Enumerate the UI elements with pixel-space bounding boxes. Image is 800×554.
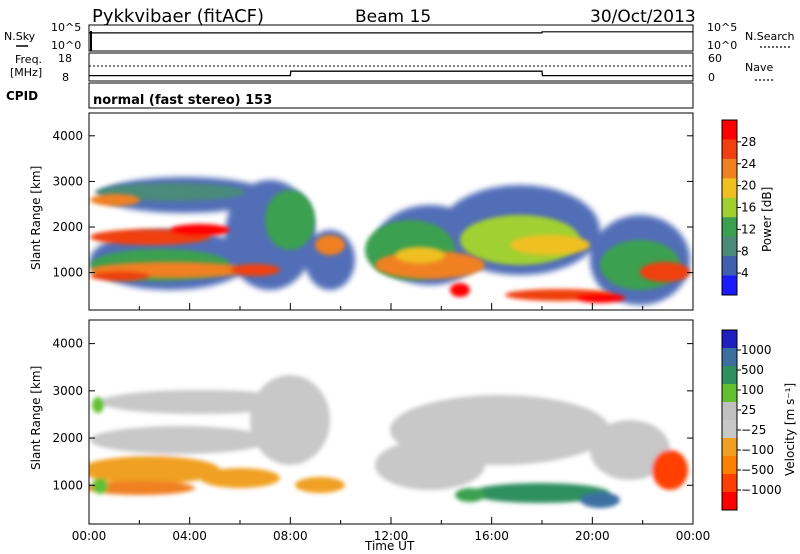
noise-search-label: N.Search bbox=[745, 30, 795, 43]
velocity-colorbar-label: Velocity [m s⁻¹] bbox=[783, 383, 797, 476]
power-x-ticks bbox=[88, 303, 694, 310]
powerBar-segment bbox=[722, 217, 737, 238]
beam-label: Beam 15 bbox=[355, 7, 431, 27]
freq-left-tick-bottom: 8 bbox=[62, 71, 69, 84]
velocity-colorbar-tick-label: 500 bbox=[741, 363, 764, 377]
power-colorbar: 4 8 12 16 20 24 28 Power [dB] bbox=[721, 119, 774, 296]
velocity-colorbar-tick-label: −100 bbox=[741, 443, 774, 457]
power-y-ticks: 1000 2000 3000 4000 bbox=[52, 129, 693, 280]
velBar-segment bbox=[722, 456, 737, 475]
power-scatter-layer bbox=[90, 177, 690, 305]
velocity-xlabel: Time UT bbox=[364, 539, 415, 553]
cpid-label: CPID bbox=[6, 89, 38, 103]
cpid-text: normal (fast stereo) 153 bbox=[93, 93, 272, 108]
velBar-segment bbox=[722, 438, 737, 457]
powerBar-segment bbox=[722, 256, 737, 277]
noise-left-tick-bottom: 10^0 bbox=[51, 39, 81, 52]
velocity-colorbar-tick-label: 1000 bbox=[741, 343, 772, 357]
powerBar-segment bbox=[722, 275, 737, 296]
velBar-segment bbox=[722, 492, 737, 511]
velocity-colorbar: 1000 500 100 25 −25 −100 −500 −1000 Velocity [m… bbox=[721, 329, 797, 511]
noise-panel: N.Sky 10^5 10^0 10^5 10^0 N.Search bbox=[4, 21, 795, 52]
velocity-y-tick-label: 4000 bbox=[52, 337, 83, 351]
velocity-colorbar-tick-label: 100 bbox=[741, 383, 764, 397]
powerBar-segment bbox=[722, 120, 737, 140]
velocity-x-tick-label: 16:00 bbox=[474, 529, 509, 543]
noise-left-tick-top: 10^5 bbox=[51, 21, 81, 34]
power-ylabel: Slant Range [km] bbox=[29, 166, 43, 270]
velocity-x-ticks: 00:00 04:00 08:00 12:00 16:00 20:00 00:00 bbox=[72, 517, 711, 543]
power-colorbar-tick-label: 28 bbox=[741, 135, 756, 149]
velocity-colorbar-tick-label: −500 bbox=[741, 463, 774, 477]
power-colorbar-tick-label: 24 bbox=[741, 157, 756, 171]
noise-sky-label: N.Sky bbox=[4, 30, 36, 43]
freq-label-1: Freq. bbox=[15, 53, 42, 66]
power-y-tick-label: 3000 bbox=[52, 174, 83, 188]
velocity-y-tick-label: 2000 bbox=[52, 431, 83, 445]
powerBar-segment bbox=[722, 178, 737, 199]
frequency-panel: Freq. [MHz] 18 8 60 0 Nave bbox=[10, 52, 775, 84]
velocity-x-tick-label: 00:00 bbox=[676, 529, 711, 543]
power-colorbar-tick-label: 8 bbox=[741, 244, 749, 258]
power-y-tick-label: 1000 bbox=[52, 266, 83, 280]
nave-label: Nave bbox=[745, 61, 773, 74]
velocity-panel: Slant Range [km] Time UT 1000 2000 3000 400… bbox=[29, 319, 711, 553]
velBar-segment bbox=[722, 384, 737, 403]
velocity-scatter-layer bbox=[89, 375, 688, 508]
freq-series bbox=[89, 70, 693, 77]
freq-label-2: [MHz] bbox=[10, 66, 42, 79]
velBar-segment bbox=[722, 474, 737, 493]
power-colorbar-tick-label: 4 bbox=[741, 266, 749, 280]
power-y-tick-label: 4000 bbox=[52, 129, 83, 143]
velocity-colorbar-tick-label: 25 bbox=[741, 403, 756, 417]
freq-right-tick-top: 60 bbox=[708, 52, 722, 65]
velBar-segment bbox=[722, 330, 737, 349]
velocity-y-ticks: 1000 2000 3000 4000 bbox=[52, 337, 693, 492]
power-panel: Slant Range [km] 1000 2000 3000 4000 bbox=[29, 112, 694, 311]
velocity-x-tick-label: 08:00 bbox=[273, 529, 308, 543]
velBar-segment bbox=[722, 402, 737, 421]
velocity-colorbar-tick-label: −25 bbox=[741, 423, 766, 437]
noise-right-tick-top: 10^5 bbox=[707, 21, 737, 34]
powerBar-segment bbox=[722, 139, 737, 160]
power-colorbar-tick-label: 16 bbox=[741, 201, 756, 215]
velocity-ylabel: Slant Range [km] bbox=[29, 366, 43, 470]
powerBar-segment bbox=[722, 158, 737, 179]
freq-left-tick-top: 18 bbox=[58, 52, 72, 65]
velocity-x-tick-label: 12:00 bbox=[374, 529, 409, 543]
velBar-segment bbox=[722, 420, 737, 439]
powerBar-segment bbox=[722, 197, 737, 218]
power-colorbar-tick-label: 12 bbox=[741, 222, 756, 236]
power-colorbar-tick-label: 20 bbox=[741, 179, 756, 193]
velocity-colorbar-tick-label: −1000 bbox=[741, 483, 782, 497]
velocity-x-tick-label: 00:00 bbox=[72, 529, 107, 543]
date-label: 30/Oct/2013 bbox=[590, 7, 696, 27]
cpid-panel: CPID normal (fast stereo) 153 bbox=[6, 82, 694, 109]
noise-right-tick-bottom: 10^0 bbox=[707, 39, 737, 52]
station-title: Pykkvibaer (fitACF) bbox=[92, 6, 264, 27]
velocity-y-tick-label: 3000 bbox=[52, 384, 83, 398]
noise-sky-series bbox=[89, 31, 693, 34]
power-colorbar-label: Power [dB] bbox=[760, 187, 774, 252]
velocity-x-tick-label: 20:00 bbox=[575, 529, 610, 543]
powerBar-segment bbox=[722, 236, 737, 257]
velocity-x-tick-label: 04:00 bbox=[172, 529, 207, 543]
velBar-segment bbox=[722, 348, 737, 367]
freq-right-tick-bottom: 0 bbox=[708, 71, 715, 84]
power-y-tick-label: 2000 bbox=[52, 220, 83, 234]
velocity-y-tick-label: 1000 bbox=[52, 478, 83, 492]
velBar-segment bbox=[722, 366, 737, 385]
